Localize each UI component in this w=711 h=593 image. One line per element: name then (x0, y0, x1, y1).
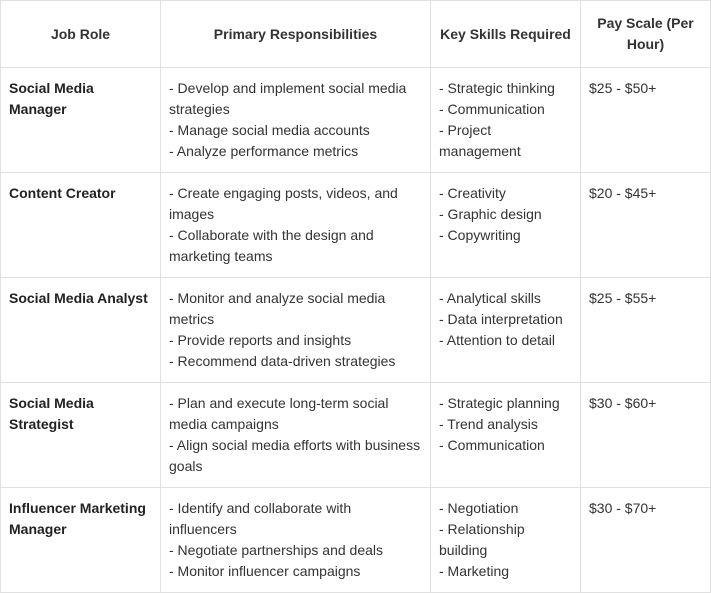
skill-item: - Graphic design (439, 204, 572, 225)
cell-pay: $20 - $45+ (581, 173, 711, 278)
cell-responsibilities: - Develop and implement social media str… (161, 68, 431, 173)
skill-item: - Strategic thinking (439, 78, 572, 99)
responsibility-item: - Recommend data-driven strategies (169, 351, 422, 372)
skill-item: - Marketing (439, 561, 572, 582)
skill-item: - Project management (439, 120, 572, 162)
cell-responsibilities: - Identify and collaborate with influenc… (161, 488, 431, 593)
cell-skills: - Creativity- Graphic design- Copywritin… (431, 173, 581, 278)
skill-item: - Copywriting (439, 225, 572, 246)
skill-item: - Analytical skills (439, 288, 572, 309)
responsibility-item: - Collaborate with the design and market… (169, 225, 422, 267)
responsibility-item: - Align social media efforts with busine… (169, 435, 422, 477)
responsibility-item: - Create engaging posts, videos, and ima… (169, 183, 422, 225)
table-row: Social Media Strategist- Plan and execut… (1, 383, 711, 488)
col-header-skills: Key Skills Required (431, 1, 581, 68)
cell-role: Social Media Strategist (1, 383, 161, 488)
cell-pay: $25 - $55+ (581, 278, 711, 383)
cell-role: Social Media Analyst (1, 278, 161, 383)
cell-pay: $30 - $70+ (581, 488, 711, 593)
table-header-row: Job Role Primary Responsibilities Key Sk… (1, 1, 711, 68)
skill-item: - Data interpretation (439, 309, 572, 330)
col-header-role: Job Role (1, 1, 161, 68)
job-roles-table: Job Role Primary Responsibilities Key Sk… (0, 0, 711, 593)
table-row: Social Media Analyst- Monitor and analyz… (1, 278, 711, 383)
cell-responsibilities: - Plan and execute long-term social medi… (161, 383, 431, 488)
skill-item: - Negotiation (439, 498, 572, 519)
table-body: Social Media Manager- Develop and implem… (1, 68, 711, 593)
cell-pay: $30 - $60+ (581, 383, 711, 488)
cell-responsibilities: - Create engaging posts, videos, and ima… (161, 173, 431, 278)
table-row: Social Media Manager- Develop and implem… (1, 68, 711, 173)
skill-item: - Relationship building (439, 519, 572, 561)
responsibility-item: - Develop and implement social media str… (169, 78, 422, 120)
cell-role: Social Media Manager (1, 68, 161, 173)
responsibility-item: - Provide reports and insights (169, 330, 422, 351)
responsibility-item: - Identify and collaborate with influenc… (169, 498, 422, 540)
responsibility-item: - Analyze performance metrics (169, 141, 422, 162)
cell-skills: - Analytical skills- Data interpretation… (431, 278, 581, 383)
responsibility-item: - Plan and execute long-term social medi… (169, 393, 422, 435)
cell-role: Content Creator (1, 173, 161, 278)
col-header-pay: Pay Scale (Per Hour) (581, 1, 711, 68)
responsibility-item: - Manage social media accounts (169, 120, 422, 141)
table-row: Content Creator- Create engaging posts, … (1, 173, 711, 278)
cell-responsibilities: - Monitor and analyze social media metri… (161, 278, 431, 383)
cell-skills: - Strategic thinking- Communication- Pro… (431, 68, 581, 173)
skill-item: - Communication (439, 435, 572, 456)
cell-role: Influencer Marketing Manager (1, 488, 161, 593)
skill-item: - Communication (439, 99, 572, 120)
cell-skills: - Negotiation- Relationship building- Ma… (431, 488, 581, 593)
col-header-responsibilities: Primary Responsibilities (161, 1, 431, 68)
skill-item: - Trend analysis (439, 414, 572, 435)
cell-skills: - Strategic planning- Trend analysis- Co… (431, 383, 581, 488)
table-row: Influencer Marketing Manager- Identify a… (1, 488, 711, 593)
skill-item: - Creativity (439, 183, 572, 204)
cell-pay: $25 - $50+ (581, 68, 711, 173)
skill-item: - Strategic planning (439, 393, 572, 414)
responsibility-item: - Negotiate partnerships and deals (169, 540, 422, 561)
skill-item: - Attention to detail (439, 330, 572, 351)
responsibility-item: - Monitor influencer campaigns (169, 561, 422, 582)
responsibility-item: - Monitor and analyze social media metri… (169, 288, 422, 330)
